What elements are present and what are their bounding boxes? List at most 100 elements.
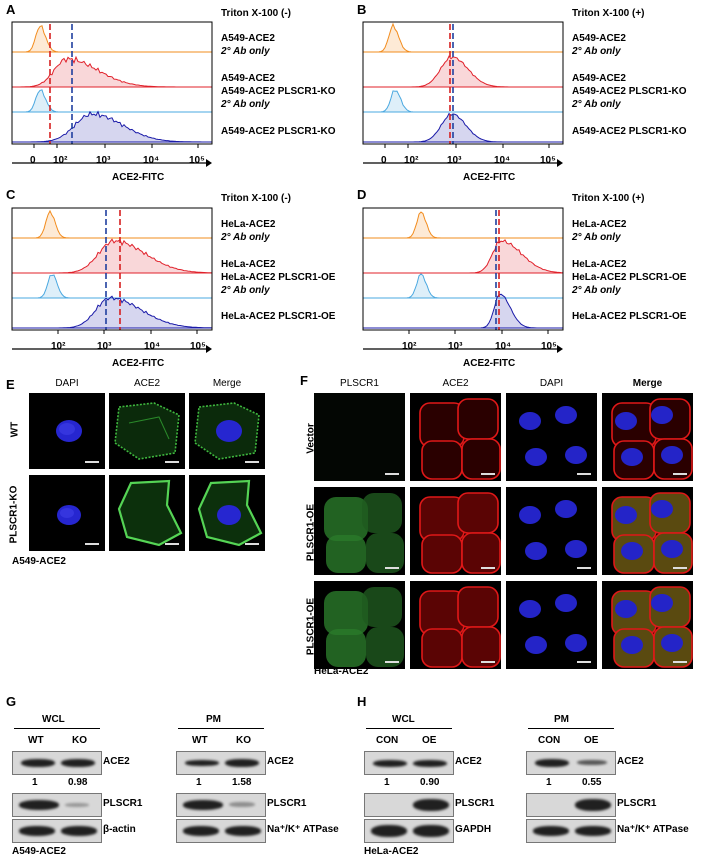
panel-e-ko-dapi-image — [29, 475, 105, 551]
panel-b-condition: Triton X-100 (+) — [572, 8, 645, 19]
panel-f-image-r1-c3 — [506, 393, 597, 481]
panel-a-row3-line2: 2° Ab only — [221, 99, 270, 110]
panel-a-tick-2: 10³ — [96, 155, 111, 166]
panel-g-right-plscr1-blot — [176, 793, 266, 817]
panel-b-tick-0: 0 — [381, 155, 387, 166]
panel-b-letter: B — [357, 2, 367, 17]
scale-bar — [577, 473, 591, 475]
scale-bar — [481, 661, 495, 663]
panel-d-row4-line1: HeLa-ACE2 PLSCR1-OE — [572, 311, 687, 322]
panel-h-left-ace2-blot — [364, 751, 454, 775]
panel-d-xlabel: ACE2-FITC — [463, 358, 516, 369]
scale-bar — [577, 661, 591, 663]
histogram-peak — [363, 22, 563, 53]
panel-f-col-plscr1: PLSCR1 — [340, 378, 379, 389]
panel-c-row1-line2: 2° Ab only — [221, 232, 270, 243]
panel-g-right-loading-blot — [176, 819, 266, 843]
scale-bar — [85, 543, 99, 545]
panel-e-row-ko: PLSCR1-KO — [8, 485, 20, 544]
axis-arrow-head — [557, 345, 563, 353]
panel-h-right-label-loading: Na⁺/K⁺ ATPase — [617, 824, 689, 835]
histogram-peak — [12, 89, 212, 113]
panel-f-image-r2-c3 — [506, 487, 597, 575]
panel-a-xlabel: ACE2-FITC — [112, 172, 165, 183]
panel-g-right-ratio-1: 1 — [196, 777, 202, 788]
panel-b-row3-line2: 2° Ab only — [572, 99, 621, 110]
panel-c-row4-line1: HeLa-ACE2 PLSCR1-OE — [221, 311, 336, 322]
scale-bar — [481, 567, 495, 569]
panel-g-right-lane-1: WT — [192, 735, 208, 746]
histogram-peak — [12, 209, 212, 239]
panel-e-row-wt: WT — [9, 421, 21, 438]
panel-g-left-group: WCL — [42, 714, 65, 725]
scale-bar — [245, 461, 259, 463]
panel-e-letter: E — [6, 377, 15, 392]
panel-h-right-ratio-1: 1 — [546, 777, 552, 788]
panel-g-left-ace2-blot — [12, 751, 102, 775]
panel-e-wt-ace2-image — [109, 393, 185, 469]
panel-h-right-label-ace2: ACE2 — [617, 756, 644, 767]
panel-b-xlabel: ACE2-FITC — [463, 172, 516, 183]
histogram-frame — [362, 207, 564, 331]
panel-d-row2-line1: HeLa-ACE2 — [572, 259, 627, 270]
histogram-peak — [12, 295, 213, 329]
histogram-peak — [12, 55, 212, 88]
histogram-peak — [363, 273, 563, 299]
panel-g-left-lane-2: KO — [72, 735, 87, 746]
histogram-peak — [363, 90, 563, 113]
panel-f-image-r2-c1 — [314, 487, 405, 575]
panel-g-left-label-ace2: ACE2 — [103, 756, 130, 767]
panel-e-ko-ace2-image — [109, 475, 185, 551]
panel-a-row4-line1: A549-ACE2 PLSCR1-KO — [221, 126, 336, 137]
panel-g-right-ace2-blot — [176, 751, 266, 775]
panel-h-left-loading-blot — [364, 819, 454, 843]
panel-c-letter: C — [6, 187, 16, 202]
panel-f-image-r3-c3 — [506, 581, 597, 669]
panel-e-cell-line: A549-ACE2 — [12, 556, 66, 567]
panel-f-image-r2-c2 — [410, 487, 501, 575]
panel-d-tick-2: 10⁴ — [495, 341, 512, 352]
panel-a-tick-3: 10⁴ — [143, 155, 160, 166]
panel-c-tick-2: 10⁴ — [144, 341, 161, 352]
scale-bar — [85, 461, 99, 463]
scale-bar — [165, 543, 179, 545]
panel-c-tick-0: 10² — [51, 341, 66, 352]
axis-arrow-head — [206, 345, 212, 353]
panel-g-right-label-ace2: ACE2 — [267, 756, 294, 767]
histogram-peak — [12, 25, 212, 53]
panel-a-tick-0: 0 — [30, 155, 36, 166]
panel-h-left-label-plscr1: PLSCR1 — [455, 798, 495, 809]
panel-g-left-label-plscr1: PLSCR1 — [103, 798, 143, 809]
panel-e-ko-merge-image — [189, 475, 265, 551]
panel-f-col-dapi: DAPI — [539, 378, 564, 389]
panel-f-image-r1-c1 — [314, 393, 405, 481]
scale-bar — [165, 461, 179, 463]
panel-h-left-label-loading: GAPDH — [455, 824, 492, 835]
panel-g-left-ratio-1: 1 — [32, 777, 38, 788]
panel-h-right-loading-blot — [526, 819, 616, 843]
panel-f-image-r1-c2 — [410, 393, 501, 481]
panel-b-row2-line1: A549-ACE2 — [572, 73, 626, 84]
panel-h-right-plscr1-blot — [526, 793, 616, 817]
panel-c-row1-line1: HeLa-ACE2 — [221, 219, 276, 230]
scale-bar — [577, 567, 591, 569]
panel-d-row3-line1: HeLa-ACE2 PLSCR1-OE — [572, 272, 687, 283]
scale-bar — [385, 567, 399, 569]
panel-b-row1-line2: 2° Ab only — [572, 46, 621, 57]
scale-bar — [673, 661, 687, 663]
panel-g-right-label-loading: Na⁺/K⁺ ATPase — [267, 824, 339, 835]
panel-g-right-label-plscr1: PLSCR1 — [267, 798, 307, 809]
panel-b-tick-2: 10³ — [447, 155, 462, 166]
panel-h-left-group: WCL — [392, 714, 415, 725]
panel-f-image-r3-c4 — [602, 581, 693, 669]
panel-h-left-group-line — [366, 728, 452, 729]
panel-b-row1-line1: A549-ACE2 — [572, 33, 626, 44]
panel-g-right-group-line — [178, 728, 264, 729]
panel-h-right-group: PM — [554, 714, 569, 725]
panel-b-tick-4: 10⁵ — [540, 155, 556, 166]
panel-g-left-label-loading: β-actin — [103, 824, 136, 835]
histogram-peak — [363, 112, 563, 143]
panel-b-tick-1: 10² — [404, 155, 419, 166]
panel-a-letter: A — [6, 2, 16, 17]
panel-c-condition: Triton X-100 (-) — [221, 193, 292, 204]
